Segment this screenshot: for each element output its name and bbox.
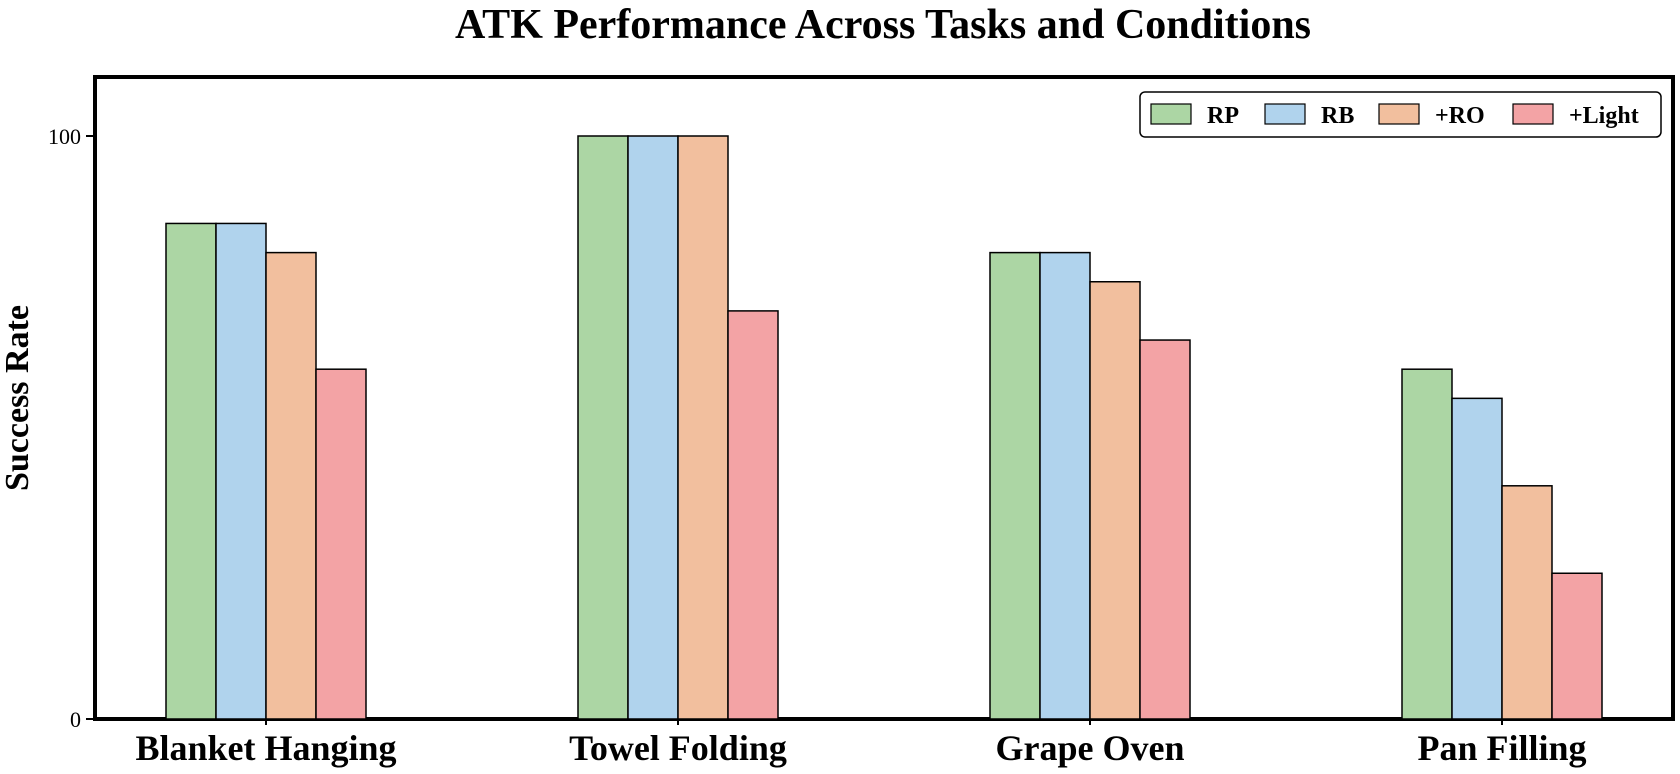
y-axis-label: Success Rate: [0, 305, 36, 491]
bar-3-1: [989, 251, 1041, 720]
legend-swatch: [1378, 103, 1420, 125]
x-ticks: Blanket Hanging Towel Folding Grape Oven Pa…: [135, 719, 1587, 768]
y-ticks: 0 100: [48, 124, 95, 732]
legend: RP RB +RO +Light: [1139, 91, 1662, 138]
bar-4-4: [1551, 572, 1603, 720]
bar-1-2: [215, 222, 267, 720]
y-tick-label: 100: [48, 124, 81, 149]
bar-3-2: [1039, 251, 1091, 720]
bar-1-3: [265, 251, 317, 720]
bar-2-1: [577, 135, 629, 720]
legend-swatch: [1512, 103, 1554, 125]
bar-3-4: [1139, 339, 1191, 720]
legend-swatch: [1150, 103, 1192, 125]
bar-1-1: [165, 222, 217, 720]
bar-2-3: [677, 135, 729, 720]
x-tick-label: Towel Folding: [569, 728, 787, 768]
legend-label: RB: [1321, 103, 1354, 129]
x-tick-label: Grape Oven: [996, 728, 1185, 768]
bar-2-4: [727, 310, 779, 720]
bar-3-3: [1089, 281, 1141, 720]
bar-4-1: [1401, 368, 1453, 720]
bars: [165, 135, 1603, 720]
y-tick-label: 0: [70, 707, 81, 732]
bar-4-2: [1451, 397, 1503, 720]
legend-swatch: [1264, 103, 1306, 125]
bar-1-4: [315, 368, 367, 720]
legend-label: RP: [1207, 103, 1239, 129]
legend-label: +Light: [1569, 103, 1639, 129]
x-tick-label: Pan Filling: [1417, 728, 1586, 768]
legend-label: +RO: [1435, 103, 1485, 129]
chart-title: ATK Performance Across Tasks and Conditi…: [455, 2, 1311, 48]
bar-2-2: [627, 135, 679, 720]
bar-4-3: [1501, 485, 1553, 720]
plot-frame: [93, 75, 1675, 721]
x-tick-label: Blanket Hanging: [135, 728, 396, 768]
